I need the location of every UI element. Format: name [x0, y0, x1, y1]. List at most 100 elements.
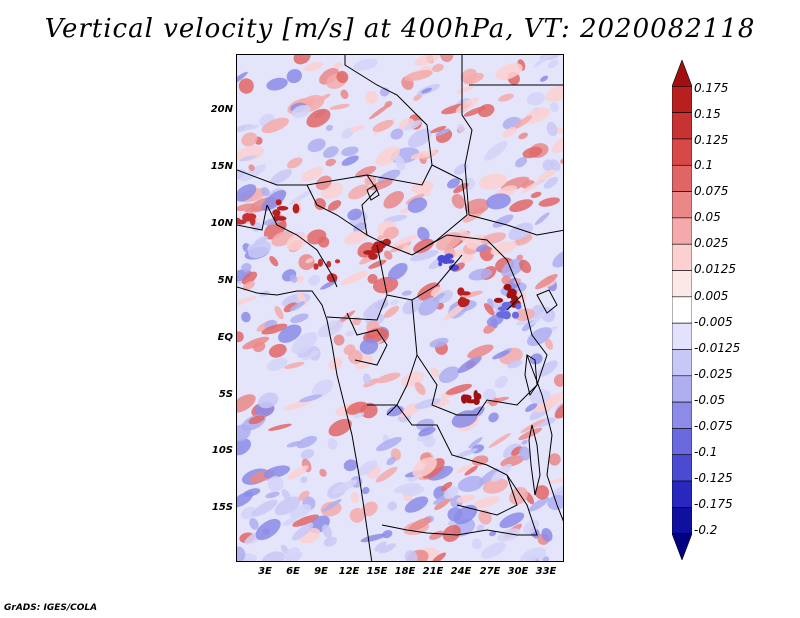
- velocity-blob: [258, 392, 279, 409]
- velocity-blob: [455, 448, 478, 458]
- velocity-blob: [240, 164, 267, 182]
- colorbar-segment: [672, 349, 692, 377]
- velocity-blob: [355, 165, 377, 178]
- velocity-blob: [308, 274, 321, 286]
- velocity-blob: [238, 78, 254, 94]
- velocity-core: [510, 294, 518, 302]
- velocity-blob: [453, 182, 469, 194]
- velocity-blob: [435, 128, 450, 136]
- velocity-blob: [249, 517, 259, 530]
- velocity-blob: [547, 59, 559, 69]
- velocity-blob: [481, 542, 506, 559]
- velocity-blob: [270, 169, 293, 185]
- velocity-blob: [375, 466, 398, 483]
- velocity-blob: [430, 367, 440, 378]
- velocity-blob: [529, 308, 550, 326]
- velocity-blob: [281, 488, 292, 502]
- velocity-blob: [368, 103, 390, 120]
- velocity-blob: [341, 155, 359, 166]
- velocity-blob: [353, 222, 367, 233]
- velocity-blob: [421, 87, 432, 94]
- velocity-blob: [412, 457, 437, 478]
- velocity-blob: [533, 55, 555, 68]
- velocity-blob: [299, 394, 322, 403]
- velocity-blob: [521, 180, 542, 194]
- velocity-blob: [237, 296, 257, 307]
- velocity-blob: [283, 517, 297, 526]
- velocity-blob: [265, 491, 280, 499]
- velocity-blob: [237, 553, 257, 561]
- velocity-blob: [389, 299, 399, 306]
- velocity-blob: [546, 121, 558, 137]
- velocity-blob: [387, 501, 397, 511]
- velocity-blob: [268, 423, 292, 431]
- velocity-blob: [429, 530, 445, 540]
- velocity-blob: [296, 275, 304, 283]
- colorbar-segment: [672, 507, 692, 534]
- velocity-blob: [451, 194, 466, 209]
- velocity-blob: [362, 373, 371, 385]
- velocity-core: [512, 311, 519, 319]
- velocity-blob: [348, 125, 365, 133]
- lon-label: 21E: [422, 566, 444, 577]
- velocity-blob: [333, 62, 343, 69]
- velocity-blob: [353, 58, 378, 71]
- lakes: [366, 184, 558, 496]
- velocity-blob: [262, 528, 270, 535]
- velocity-blob: [549, 102, 559, 113]
- velocity-blob: [343, 459, 358, 472]
- velocity-blob: [248, 240, 272, 259]
- velocity-blob: [266, 77, 288, 91]
- velocity-blob: [516, 254, 524, 260]
- velocity-blob: [472, 496, 500, 509]
- velocity-blob: [241, 132, 258, 147]
- velocity-blob: [509, 487, 528, 505]
- velocity-blob: [494, 375, 508, 389]
- velocity-blob: [488, 433, 511, 448]
- lon-label: 9E: [314, 566, 328, 577]
- velocity-core: [363, 250, 375, 255]
- colorbar-label: -0.2: [694, 523, 718, 537]
- velocity-core: [441, 255, 451, 264]
- colorbar-segment: [672, 112, 692, 140]
- chart-title: Vertical velocity [m/s] at 400hPa, VT: 2…: [44, 14, 756, 44]
- velocity-blob: [301, 166, 323, 182]
- velocity-blob: [518, 132, 529, 140]
- velocity-blob: [290, 313, 309, 324]
- lat-label: 20N: [210, 104, 233, 115]
- lat-label: 5N: [217, 275, 233, 286]
- velocity-blob: [515, 156, 528, 168]
- velocity-blob: [298, 490, 310, 501]
- velocity-blob: [390, 128, 404, 140]
- velocity-blob: [241, 262, 252, 272]
- velocity-blob: [528, 497, 550, 512]
- velocity-blob: [317, 320, 344, 338]
- velocity-blob: [296, 435, 318, 449]
- velocity-blob: [530, 353, 543, 365]
- velocity-blob: [362, 486, 370, 495]
- colorbar-label: -0.005: [694, 315, 733, 329]
- velocity-blob: [404, 70, 433, 82]
- velocity-blob: [535, 273, 558, 290]
- velocity-blob: [263, 465, 291, 479]
- velocity-blob: [248, 164, 255, 172]
- velocity-blob: [435, 232, 462, 251]
- velocity-blob: [500, 455, 525, 468]
- velocity-core: [438, 261, 443, 267]
- colorbar-segment: [672, 296, 692, 324]
- velocity-blob: [461, 254, 474, 263]
- velocity-blob: [545, 392, 563, 406]
- velocity-blob: [529, 389, 551, 404]
- colorbar-label: -0.075: [694, 419, 733, 433]
- velocity-blob: [447, 507, 463, 522]
- velocity-blob: [389, 241, 412, 253]
- velocity-blob: [357, 460, 378, 476]
- velocity-blob: [376, 372, 401, 384]
- velocity-blob: [544, 338, 554, 350]
- velocity-blob: [413, 238, 434, 254]
- velocity-blob: [267, 476, 284, 492]
- velocity-core: [276, 216, 287, 221]
- lon-label: 30E: [507, 566, 529, 577]
- velocity-blob: [495, 63, 523, 80]
- velocity-blob: [237, 491, 253, 508]
